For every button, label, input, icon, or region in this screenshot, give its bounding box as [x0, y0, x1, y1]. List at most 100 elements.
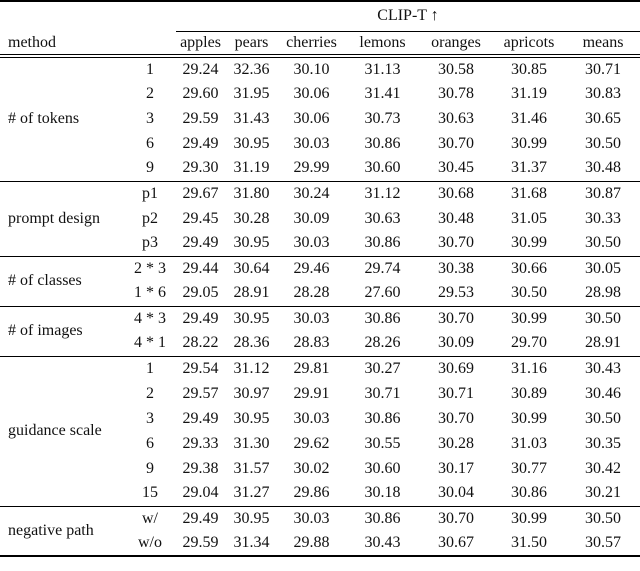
- value-cell: 31.46: [511, 109, 547, 127]
- value-cell: 30.99: [511, 409, 547, 427]
- group-header-clip-t: CLIP-T ↑: [176, 1, 640, 32]
- value-cell: 31.30: [233, 434, 270, 452]
- value-cell: 29.67: [176, 180, 225, 206]
- value-cell: 29.59: [182, 109, 219, 127]
- value-cell: 30.86: [364, 234, 401, 252]
- row-sublabel: 1 * 6: [134, 284, 166, 302]
- group-header-spacer: [0, 1, 176, 31]
- row-sublabel: 3: [146, 109, 154, 127]
- value-cell: 29.53: [438, 284, 474, 302]
- value-cell: 29.91: [293, 384, 330, 402]
- table-row: 4 * 1 28.22 28.36 28.83 28.26 30.09 29.70 28.91: [0, 331, 640, 356]
- section-label: prompt design: [0, 180, 124, 256]
- value-cell: 30.55: [364, 434, 401, 452]
- row-sublabel: p3: [142, 234, 158, 252]
- value-cell: 30.03: [278, 505, 345, 531]
- value-cell: 30.03: [293, 234, 330, 252]
- table-row: guidance scale 1 29.54 31.12 29.81 30.27 30.69…: [0, 355, 640, 506]
- table-row: 6 29.49 30.95 30.03 30.86 30.70 30.99 30.50: [0, 131, 640, 156]
- value-cell: 28.28: [293, 284, 330, 302]
- value-cell: 30.17: [438, 459, 474, 477]
- value-cell: 30.50: [566, 505, 640, 531]
- value-cell: 28.83: [293, 334, 330, 352]
- value-cell: 30.21: [585, 484, 622, 502]
- value-cell: 29.44: [176, 255, 225, 281]
- row-sublabel: 1: [146, 60, 154, 78]
- group-header-row: CLIP-T ↑: [0, 1, 640, 32]
- row-sublabel: p2: [142, 209, 158, 227]
- value-cell: 30.03: [278, 305, 345, 331]
- value-cell: 31.12: [345, 180, 420, 206]
- value-cell: 29.99: [293, 159, 330, 177]
- value-cell: 29.54: [176, 355, 225, 381]
- row-sublabel: w/: [124, 505, 176, 531]
- table-row: 3 29.59 31.43 30.06 30.73 30.63 31.46 30.65: [0, 106, 640, 131]
- value-cell: 31.80: [225, 180, 278, 206]
- value-cell: 31.37: [511, 159, 547, 177]
- value-cell: 31.12: [225, 355, 278, 381]
- value-cell: 30.09: [438, 334, 474, 352]
- value-cell: 31.16: [492, 355, 566, 381]
- value-cell: 30.63: [438, 109, 474, 127]
- value-cell: 31.95: [233, 84, 270, 102]
- row-sublabel: 2: [146, 384, 154, 402]
- value-cell: 30.99: [492, 505, 566, 531]
- table-row: # of tokens 1 29.24 32.36 30.10 31.13 30.58 30.…: [0, 56, 640, 128]
- value-cell: 29.62: [293, 434, 330, 452]
- table-row: negative path w/29.49 30.95 30.03 30.86 30.70…: [0, 505, 640, 556]
- table-row: p2 29.45 30.28 30.09 30.63 30.48 31.05 30.33: [0, 206, 640, 231]
- value-cell: 30.70: [420, 305, 492, 331]
- section-label: # of images: [0, 305, 124, 356]
- column-header-means: means: [566, 31, 640, 58]
- value-cell: 30.64: [225, 255, 278, 281]
- value-cell: 30.95: [233, 234, 270, 252]
- value-cell: 29.88: [293, 534, 330, 551]
- value-cell: 30.85: [511, 60, 547, 78]
- value-cell: 30.03: [293, 409, 330, 427]
- value-cell: 30.77: [511, 459, 547, 477]
- column-header-row: method apples pears cherries lemons oran…: [0, 31, 640, 58]
- row-sublabel: 4 * 1: [134, 334, 166, 352]
- value-cell: 30.71: [438, 384, 474, 402]
- value-cell: 31.03: [511, 434, 547, 452]
- value-cell: 29.74: [345, 255, 420, 281]
- value-cell: 29.49: [182, 409, 219, 427]
- table-row: 2 29.57 30.97 29.91 30.71 30.71 30.89 30.46: [0, 381, 640, 406]
- value-cell: 29.49: [182, 134, 219, 152]
- value-cell: 30.86: [345, 305, 420, 331]
- value-cell: 30.89: [511, 384, 547, 402]
- value-cell: 29.05: [182, 284, 219, 302]
- value-cell: 28.91: [233, 284, 270, 302]
- table-row: # of images 4 * 3 29.49 30.95 30.03 30.86 30.7…: [0, 305, 640, 356]
- value-cell: 30.65: [585, 109, 622, 127]
- row-sublabel: 6: [146, 134, 154, 152]
- row-sublabel: 2 * 3: [124, 255, 176, 281]
- value-cell: 29.49: [176, 505, 225, 531]
- column-header-method: method: [0, 31, 176, 58]
- value-cell: 30.06: [293, 84, 330, 102]
- value-cell: 30.18: [364, 484, 401, 502]
- row-sublabel: 2: [146, 84, 154, 102]
- value-cell: 30.50: [585, 234, 622, 252]
- column-header-cherries: cherries: [278, 31, 345, 58]
- table-row: prompt design p1 29.67 31.80 30.24 31.12 30.68…: [0, 180, 640, 256]
- value-cell: 30.87: [566, 180, 640, 206]
- value-cell: 31.57: [233, 459, 270, 477]
- value-cell: 28.22: [182, 334, 219, 352]
- value-cell: 30.50: [585, 134, 622, 152]
- value-cell: 30.50: [566, 305, 640, 331]
- value-cell: 30.57: [585, 534, 622, 551]
- value-cell: 30.03: [293, 134, 330, 152]
- value-cell: 30.70: [438, 134, 474, 152]
- table-row: 9 29.38 31.57 30.02 30.60 30.17 30.77 30.42: [0, 456, 640, 481]
- row-sublabel: 15: [142, 484, 158, 502]
- value-cell: 29.81: [278, 355, 345, 381]
- value-cell: 30.43: [566, 355, 640, 381]
- value-cell: 30.50: [511, 284, 547, 302]
- value-cell: 30.48: [438, 209, 474, 227]
- column-header-apricots: apricots: [492, 31, 566, 58]
- value-cell: 31.43: [233, 109, 270, 127]
- value-cell: 30.69: [420, 355, 492, 381]
- value-cell: 29.45: [182, 209, 219, 227]
